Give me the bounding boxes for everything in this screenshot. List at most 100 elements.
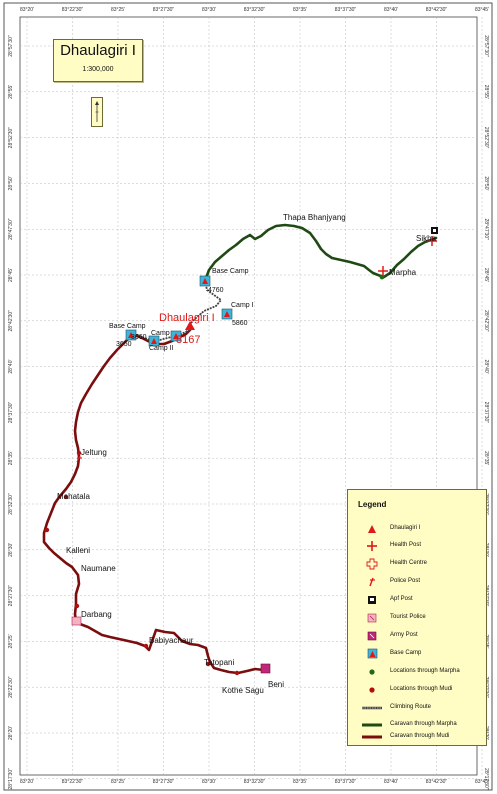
base-camp-west xyxy=(125,329,137,341)
health-post-marpha xyxy=(378,266,388,276)
label-camp: Camp xyxy=(151,330,170,337)
north-arrow-icon xyxy=(95,101,99,122)
camp-i-marker xyxy=(221,308,233,320)
north-arrow-box xyxy=(91,97,103,127)
longitude-label: 83°40' xyxy=(384,779,398,785)
map-frame xyxy=(3,2,493,791)
longitude-label: 83°25' xyxy=(111,7,125,13)
latitude-label: 28°57'30" xyxy=(483,35,489,57)
label-camp-i: Camp I xyxy=(231,302,254,309)
label-peak-altitude: 8167 xyxy=(176,334,200,346)
latitude-label: 28°55' xyxy=(8,85,14,99)
map-neatline xyxy=(19,16,478,776)
red-dot-icon xyxy=(369,687,375,693)
longitude-label: 83°35' xyxy=(293,779,307,785)
health-centre-cross-icon xyxy=(366,558,378,570)
latitude-label: 28°50' xyxy=(8,176,14,190)
latitude-label: 28°42'30" xyxy=(483,310,489,332)
latitude-label: 28°37'30" xyxy=(8,401,14,423)
green-line-icon xyxy=(362,723,382,727)
latitude-label: 28°40' xyxy=(8,360,14,374)
longitude-label: 83°30' xyxy=(202,779,216,785)
label-alt-5860: 5860 xyxy=(232,320,248,327)
label-alt-3660: 3660 xyxy=(131,334,147,341)
latitude-label: 28°52'30" xyxy=(483,127,489,149)
latitude-label: 28°45' xyxy=(8,268,14,282)
longitude-label: 83°42'30" xyxy=(426,7,448,13)
police-post-icon xyxy=(369,577,375,587)
longitude-label: 83°22'30" xyxy=(62,7,84,13)
longitude-label: 83°27'30" xyxy=(153,779,175,785)
longitude-label: 83°27'30" xyxy=(153,7,175,13)
latitude-label: 28°27'30" xyxy=(8,585,14,607)
army-post-beni xyxy=(260,663,271,674)
latitude-label: 28°52'30" xyxy=(8,127,14,149)
location-dot xyxy=(76,450,82,456)
label-sikha: Sikha xyxy=(416,234,437,243)
latitude-label: 28°37'30" xyxy=(483,402,489,424)
label-peak-name: Dhaulagiri I xyxy=(159,312,215,324)
legend-label: Locations through Marpha xyxy=(390,668,460,674)
longitude-label: 83°35' xyxy=(293,7,307,13)
legend-label: Army Post xyxy=(390,632,418,638)
legend-label: Caravan through Mudi xyxy=(390,733,450,739)
legend-label: Health Centre xyxy=(390,560,428,566)
climbing-route-line-icon xyxy=(362,706,382,710)
label-base-camp-west: Base Camp xyxy=(109,323,146,330)
latitude-label: 28°55' xyxy=(483,85,489,99)
caravan-route-marpha xyxy=(203,223,438,283)
legend-item-base-camp: Base Camp xyxy=(348,647,486,661)
location-dot xyxy=(74,603,80,609)
longitude-label: 83°25' xyxy=(111,779,125,785)
apf-post-sikha xyxy=(431,227,438,234)
red-line-icon xyxy=(362,735,382,739)
longitude-label: 83°45' xyxy=(475,779,489,785)
legend-item-mudi-locations: Locations through Mudi xyxy=(348,683,486,697)
tourist-police-darbang xyxy=(71,616,82,626)
label-babiyachaur: Babiyachaur xyxy=(149,636,194,645)
army-post-icon xyxy=(367,631,377,641)
longitude-label: 83°30' xyxy=(202,7,216,13)
label-tatopani: Tatopani xyxy=(204,658,234,667)
legend-item-climbing-route: Climbing Route xyxy=(348,701,486,715)
apf-post-icon xyxy=(368,596,376,604)
latitude-label: 28°57'30" xyxy=(8,35,14,57)
latitude-label: 28°17'30" xyxy=(483,768,489,790)
label-alt-4760: 4760 xyxy=(208,287,224,294)
latitude-label: 28°35' xyxy=(483,451,489,465)
legend-label: Police Post xyxy=(390,578,421,584)
latitude-label: 28°22'30" xyxy=(8,676,14,698)
legend-item-army-post: Army Post xyxy=(348,629,486,643)
legend-item-police-post: Police Post xyxy=(348,575,486,589)
legend-label: Dhaulagiri I xyxy=(390,525,421,531)
longitude-label: 83°20' xyxy=(20,7,34,13)
legend-label: Base Camp xyxy=(390,650,422,656)
map-title: Dhaulagiri I xyxy=(60,42,136,59)
latitude-label: 28°35' xyxy=(8,451,14,465)
health-post-sikha xyxy=(427,236,437,246)
longitude-label: 83°42'30" xyxy=(426,779,448,785)
legend-label: Locations through Mudi xyxy=(390,686,453,692)
legend-label: Caravan through Marpha xyxy=(390,721,457,727)
peak-triangle-icon xyxy=(368,525,376,533)
legend-item-peak: Dhaulagiri I xyxy=(348,522,486,536)
label-base-camp-east: Base Camp xyxy=(212,268,249,275)
camp-ii-marker xyxy=(148,335,160,347)
base-camp-east xyxy=(199,275,211,287)
latitude-label: 28°32'30" xyxy=(8,493,14,515)
latitude-label: 28°50' xyxy=(483,176,489,190)
legend-title: Legend xyxy=(358,500,387,509)
label-camp-ii: Camp II xyxy=(149,345,174,352)
longitude-label: 83°37'30" xyxy=(335,7,357,13)
label-thapa-bhanjyang: Thapa Bhanjyang xyxy=(283,213,346,222)
label-jeltung: Jeltung xyxy=(81,448,107,457)
legend-item-tourist-police: Tourist Police xyxy=(348,611,486,625)
location-dot xyxy=(44,527,50,533)
label-naumane: Naumane xyxy=(81,564,116,573)
legend-item-marpha-locations: Locations through Marpha xyxy=(348,665,486,679)
label-mahatala: Mahatala xyxy=(57,492,90,501)
latitude-label: 28°42'30" xyxy=(8,310,14,332)
label-beni: Beni xyxy=(268,680,284,689)
longitude-label: 83°22'30" xyxy=(62,779,84,785)
